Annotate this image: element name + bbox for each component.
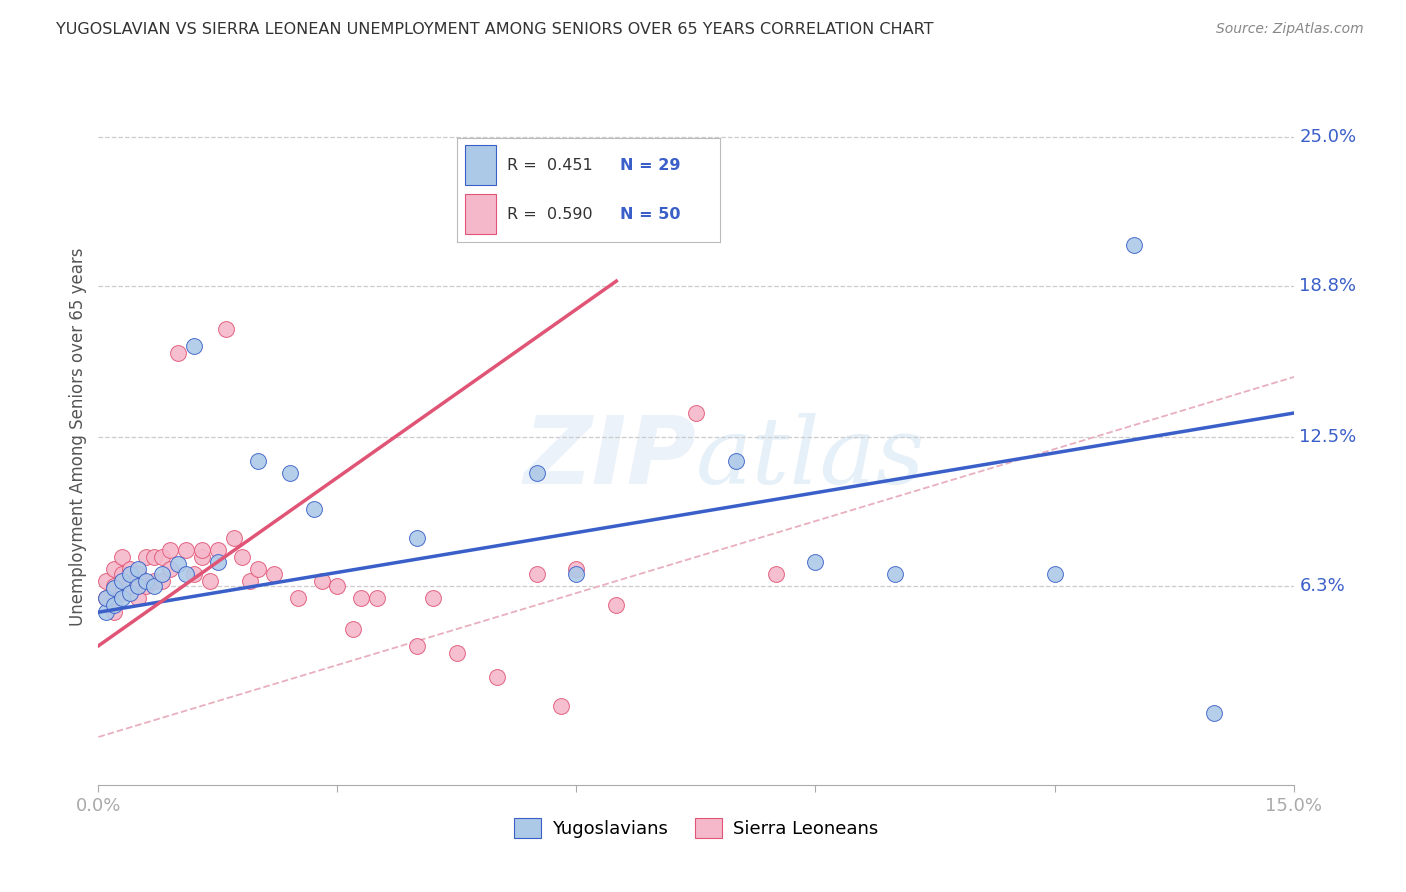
Point [103, 562, 125, 576]
Point [120, 562, 142, 576]
Point [111, 574, 134, 588]
Point [246, 562, 269, 576]
Point [326, 579, 349, 593]
Point [103, 581, 125, 595]
Text: N = 29: N = 29 [620, 158, 681, 172]
Point [191, 549, 214, 564]
Point [135, 549, 157, 564]
Point [565, 562, 588, 576]
Point [183, 339, 205, 353]
Point [215, 322, 238, 336]
Point [96, 591, 118, 605]
Point [565, 566, 588, 581]
Text: 25.0%: 25.0% [1299, 128, 1357, 146]
Point [422, 591, 444, 605]
Point [724, 454, 747, 468]
Text: 6.3%: 6.3% [1299, 577, 1346, 595]
Text: R =  0.451: R = 0.451 [508, 158, 593, 172]
Point [207, 542, 229, 557]
Point [159, 542, 181, 557]
Text: atlas: atlas [696, 413, 925, 503]
Text: Source: ZipAtlas.com: Source: ZipAtlas.com [1216, 22, 1364, 37]
Point [287, 591, 309, 605]
Point [605, 598, 627, 612]
Point [150, 549, 173, 564]
Point [191, 542, 214, 557]
Point [127, 566, 149, 581]
Point [111, 549, 134, 564]
Text: 12.5%: 12.5% [1299, 428, 1357, 446]
Point [311, 574, 333, 588]
Point [366, 591, 388, 605]
FancyBboxPatch shape [465, 194, 496, 234]
Point [120, 579, 142, 593]
Point [183, 566, 205, 581]
Point [645, 202, 668, 216]
Point [1123, 238, 1146, 252]
Point [150, 566, 173, 581]
Point [342, 622, 364, 636]
Point [96, 574, 118, 588]
Point [120, 586, 142, 600]
Point [150, 574, 173, 588]
Point [406, 639, 429, 653]
Point [127, 591, 149, 605]
Y-axis label: Unemployment Among Seniors over 65 years: Unemployment Among Seniors over 65 years [69, 248, 87, 626]
Point [111, 591, 134, 605]
Point [198, 574, 221, 588]
Point [1202, 706, 1225, 720]
Legend: Yugoslavians, Sierra Leoneans: Yugoslavians, Sierra Leoneans [506, 811, 886, 846]
Point [231, 549, 253, 564]
Point [350, 591, 373, 605]
Point [239, 574, 262, 588]
Point [174, 566, 197, 581]
Point [159, 562, 181, 576]
Point [167, 346, 190, 360]
Point [111, 566, 134, 581]
Point [765, 566, 787, 581]
Point [526, 566, 548, 581]
Point [127, 579, 149, 593]
Point [135, 579, 157, 593]
Point [135, 574, 157, 588]
Point [446, 646, 468, 660]
Point [207, 555, 229, 569]
Point [111, 586, 134, 600]
Point [526, 466, 548, 480]
Point [804, 555, 827, 569]
Point [96, 605, 118, 619]
Point [103, 579, 125, 593]
Point [143, 549, 166, 564]
Point [167, 558, 190, 572]
Point [406, 531, 429, 545]
Point [1043, 566, 1066, 581]
Point [127, 562, 149, 576]
Point [550, 698, 572, 713]
Text: ZIP: ZIP [523, 412, 696, 504]
Point [174, 542, 197, 557]
Point [143, 574, 166, 588]
Text: YUGOSLAVIAN VS SIERRA LEONEAN UNEMPLOYMENT AMONG SENIORS OVER 65 YEARS CORRELATI: YUGOSLAVIAN VS SIERRA LEONEAN UNEMPLOYME… [56, 22, 934, 37]
Point [485, 670, 508, 684]
Text: R =  0.590: R = 0.590 [508, 207, 592, 221]
FancyBboxPatch shape [465, 145, 496, 185]
Point [685, 406, 707, 420]
Point [263, 566, 285, 581]
Point [103, 598, 125, 612]
Point [246, 454, 269, 468]
Text: 18.8%: 18.8% [1299, 277, 1357, 295]
Point [278, 466, 301, 480]
Point [120, 566, 142, 581]
Point [222, 531, 245, 545]
Point [143, 579, 166, 593]
Text: N = 50: N = 50 [620, 207, 681, 221]
Point [302, 502, 325, 516]
Point [103, 605, 125, 619]
Point [96, 591, 118, 605]
Point [884, 566, 907, 581]
